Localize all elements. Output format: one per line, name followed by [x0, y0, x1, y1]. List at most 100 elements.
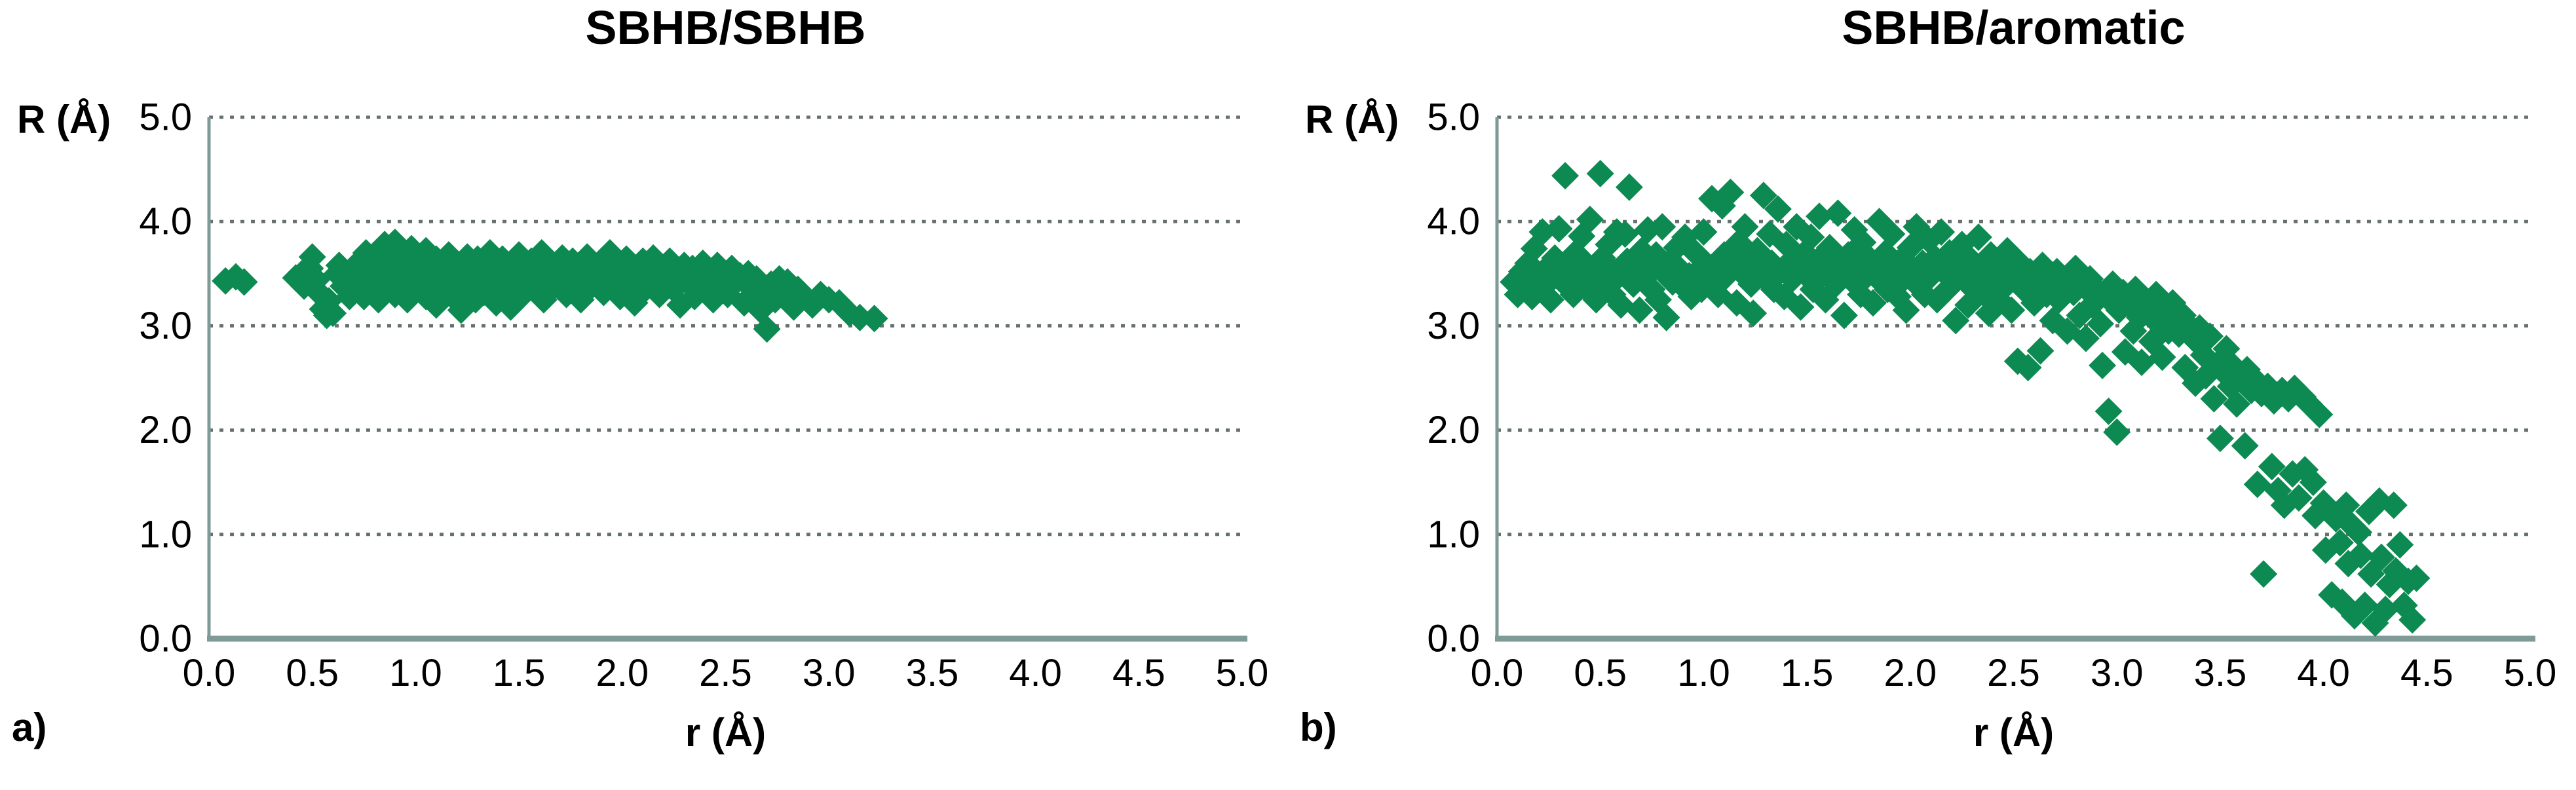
data-point	[2398, 606, 2427, 634]
data-point	[1981, 265, 2009, 293]
data-point	[2062, 254, 2090, 282]
data-point	[1518, 282, 1546, 310]
data-point	[2367, 543, 2395, 571]
x-tick-label: 2.5	[1987, 652, 2040, 694]
data-point	[1733, 244, 1761, 272]
data-point	[1648, 213, 1676, 241]
data-point	[1551, 162, 1580, 190]
data-point	[1745, 254, 1773, 282]
data-point	[1576, 206, 1604, 233]
data-point	[2332, 491, 2360, 519]
data-point	[2299, 468, 2327, 497]
data-point	[1793, 262, 1821, 290]
data-point	[2386, 531, 2414, 559]
x-tick-label: 1.5	[493, 652, 546, 694]
chart-title-a: SBHB/SBHB	[585, 2, 866, 54]
data-point	[2169, 301, 2197, 329]
x-tick-label: 0.0	[1471, 652, 1524, 694]
x-tick-label: 1.0	[1677, 652, 1730, 694]
data-point	[2326, 529, 2354, 557]
data-point	[2053, 317, 2081, 345]
data-point	[1572, 249, 1600, 277]
data-point	[2072, 324, 2100, 352]
data-point	[314, 287, 343, 315]
data-point	[1756, 220, 1784, 248]
data-point	[1806, 202, 1833, 231]
data-point	[2231, 432, 2259, 460]
data-point	[1625, 296, 1654, 324]
data-point	[2258, 453, 2286, 481]
data-point	[1586, 160, 1614, 187]
data-point	[2284, 484, 2313, 512]
chart-panel-a: 5.0 4.0 3.0 2.0 1.0 0.0 0.0 0.5 1.0 1.5 2.0 2.5 3.0 3…	[12, 2, 1268, 755]
data-point	[2305, 400, 2334, 428]
data-point	[1998, 296, 2026, 324]
x-tick-label: 1.0	[389, 652, 442, 694]
data-point	[1890, 265, 1918, 293]
data-point	[2128, 348, 2155, 377]
data-point	[230, 268, 258, 296]
x-tick-label: 4.0	[1009, 652, 1062, 694]
scatter-plot-b: 5.0 4.0 3.0 2.0 1.0 0.00.0 0.5 1.0 1.5 2.0 2.5 3.0 3…	[1427, 96, 2556, 695]
data-point	[1824, 199, 1852, 227]
data-point	[2121, 275, 2150, 303]
data-point	[1847, 280, 1875, 309]
data-point	[1716, 178, 1745, 206]
data-point	[1547, 259, 1575, 288]
x-tick-label: 0.0	[183, 652, 236, 694]
y-tick-label: 4.0	[139, 200, 192, 243]
data-point	[1568, 222, 1596, 250]
data-point	[2089, 351, 2117, 379]
data-point	[2182, 369, 2210, 397]
data-point	[1903, 213, 1931, 241]
y-tick-label: 2.0	[1427, 409, 1480, 451]
panel-letter-b: b)	[1300, 705, 1337, 749]
data-point	[1681, 239, 1709, 267]
y-tick-label: 5.0	[1427, 96, 1480, 139]
data-point	[1896, 234, 1924, 261]
data-point	[2094, 397, 2123, 425]
data-point	[1929, 257, 1958, 286]
data-point	[319, 299, 347, 328]
data-point	[1574, 275, 1602, 303]
data-point	[1927, 218, 1956, 246]
data-point	[1659, 268, 1687, 296]
data-point	[1933, 275, 1961, 303]
data-point	[2196, 322, 2224, 350]
y-tick-label: 3.0	[1427, 305, 1480, 347]
data-point	[2345, 518, 2373, 546]
y-axis-label-b: R (Å)	[1305, 98, 1399, 141]
data-point	[1783, 213, 1811, 241]
data-point	[1878, 220, 1906, 248]
data-point	[2402, 564, 2431, 592]
data-point	[1836, 265, 1865, 293]
data-point	[1690, 218, 1718, 246]
y-tick-label: 1.0	[1427, 513, 1480, 555]
data-point	[2200, 385, 2228, 413]
data-point	[1537, 286, 1564, 314]
data-point	[1766, 257, 1794, 286]
data-point	[1799, 275, 1827, 303]
y-tick-label: 2.0	[139, 409, 192, 451]
data-point	[1874, 275, 1902, 303]
data-point	[656, 247, 684, 275]
data-point	[1853, 262, 1881, 290]
x-tick-label: 3.5	[906, 652, 959, 694]
data-point	[1987, 252, 2015, 280]
data-point	[1923, 286, 1951, 314]
data-point	[2223, 390, 2251, 418]
data-point	[2148, 343, 2176, 371]
data-point	[2014, 354, 2042, 382]
y-tick-label: 3.0	[139, 305, 192, 347]
x-tick-label: 3.0	[803, 652, 856, 694]
data-point	[2087, 310, 2114, 338]
panel-letter-a: a)	[12, 705, 47, 749]
data-point	[1611, 220, 1639, 248]
data-point	[1718, 252, 1747, 280]
data-point	[1595, 231, 1623, 259]
y-tick-label: 5.0	[139, 96, 192, 139]
data-point	[1954, 291, 1982, 319]
data-point	[2347, 541, 2375, 569]
x-tick-label: 3.5	[2194, 652, 2247, 694]
data-point	[298, 243, 326, 271]
